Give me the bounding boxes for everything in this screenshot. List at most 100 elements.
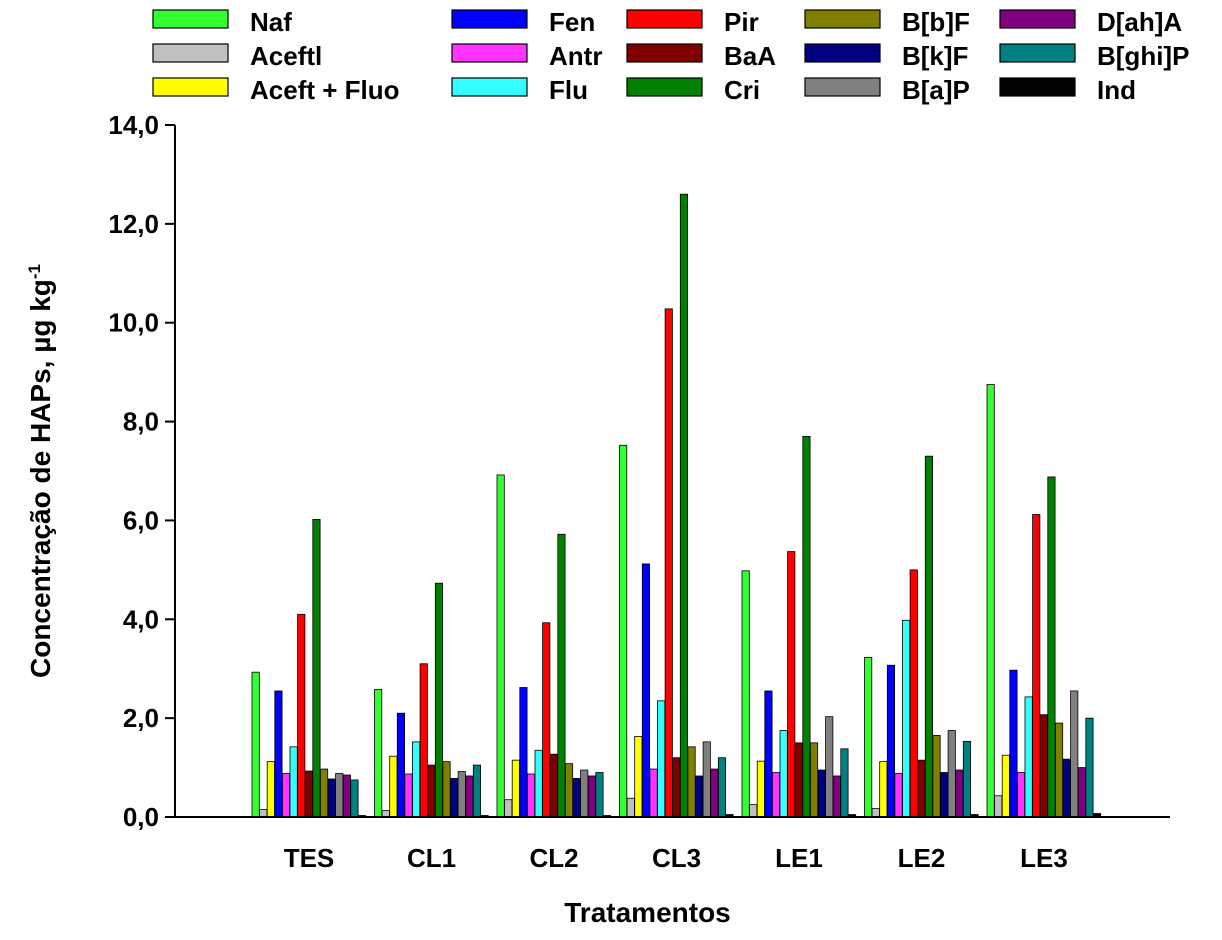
- bar-tes-aceftl: [259, 809, 268, 818]
- legend-swatch-b-k-f: [804, 43, 881, 63]
- bar-le1-b-b-f: [810, 742, 819, 818]
- bar-cl3-baa: [672, 757, 681, 818]
- legend-label-b-ghi-p: B[ghi]P: [1097, 41, 1189, 71]
- legend-label-b-k-f: B[k]F: [902, 41, 968, 71]
- y-tick-label: 0,0: [123, 802, 159, 832]
- bar-cl2-antr: [527, 773, 536, 818]
- legend-label-flu: Flu: [549, 75, 588, 105]
- bar-tes-naf: [251, 671, 260, 818]
- legend-label-fen: Fen: [549, 7, 595, 37]
- bars: [251, 193, 1102, 818]
- legend-label-naf: Naf: [250, 7, 292, 37]
- bar-tes-baa: [304, 770, 313, 818]
- y-tick-label: 4,0: [123, 604, 159, 634]
- bar-cl3-cri: [679, 193, 688, 818]
- bar-cl2-aceft-fluo: [511, 759, 520, 818]
- legend-label-ind: Ind: [1097, 75, 1136, 105]
- bar-le3-b-b-f: [1055, 722, 1064, 818]
- bar-cl3-flu: [657, 700, 666, 818]
- bar-le2-cri: [924, 455, 933, 818]
- bar-le3-cri: [1047, 476, 1056, 818]
- bar-le1-d-ah-a: [832, 775, 841, 818]
- axes: [174, 125, 1170, 818]
- y-tick-label: 14,0: [108, 110, 159, 140]
- bar-le1-b-k-f: [817, 769, 826, 818]
- legend-label-aceftl: Aceftl: [250, 41, 322, 71]
- bar-tes-flu: [289, 746, 298, 818]
- bar-tes-b-ghi-p: [350, 779, 359, 818]
- y-axis-title-main: Concentração de HAPs, µg kg: [25, 279, 56, 678]
- bar-le1-flu: [779, 730, 788, 818]
- legend-swatch-naf: [152, 9, 229, 29]
- legend-label-baa: BaA: [724, 41, 776, 71]
- bar-le1-b-a-p: [825, 716, 834, 818]
- x-tick-label: LE1: [775, 843, 823, 873]
- bar-le3-fen: [1009, 669, 1018, 818]
- bar-cl2-b-a-p: [580, 769, 589, 818]
- bar-le1-baa: [794, 742, 803, 818]
- legend-label-b-a-p: B[a]P: [902, 75, 970, 105]
- bar-tes-pir: [297, 613, 306, 818]
- x-tick-label: CL2: [529, 843, 578, 873]
- bar-cl3-antr: [649, 768, 658, 818]
- bar-tes-aceft-fluo: [266, 761, 275, 818]
- x-ticks: TES CL1 CL2 CL3 LE1 LE2 LE3: [284, 843, 1068, 873]
- bar-le2-d-ah-a: [955, 769, 964, 818]
- bar-cl1-b-a-p: [457, 771, 466, 818]
- bar-le2-b-b-f: [932, 735, 941, 818]
- y-tick-label: 10,0: [108, 308, 159, 338]
- bar-le3-antr: [1017, 772, 1026, 818]
- legend-swatch-flu: [451, 77, 528, 97]
- legend-swatch-baa: [626, 43, 703, 63]
- legend-swatch-fen: [451, 9, 528, 29]
- bar-cl2-cri: [557, 533, 566, 818]
- legend-label-cri: Cri: [724, 75, 760, 105]
- bar-cl1-b-ghi-p: [472, 764, 481, 818]
- bar-le1-aceft-fluo: [756, 760, 765, 818]
- bar-tes-cri: [312, 519, 321, 818]
- bar-le3-aceftl: [994, 795, 1003, 818]
- bar-le2-pir: [909, 569, 918, 818]
- x-axis-title: Tratamentos: [564, 897, 731, 928]
- bar-cl2-naf: [496, 474, 505, 818]
- bar-le2-naf: [864, 656, 873, 818]
- bar-cl3-fen: [641, 563, 650, 818]
- legend-swatch-aceftl: [152, 43, 229, 63]
- bar-cl1-fen: [396, 712, 405, 818]
- bar-cl2-d-ah-a: [587, 775, 596, 818]
- bar-cl1-cri: [434, 582, 443, 818]
- y-ticks: 0,0 2,0 4,0 6,0 8,0 10,0 12,0 14,0: [108, 110, 175, 832]
- bar-le2-antr: [894, 773, 903, 818]
- legend-label-d-ah-a: D[ah]A: [1097, 7, 1182, 37]
- bar-le1-antr: [772, 772, 781, 818]
- bar-le1-cri: [802, 435, 811, 818]
- bar-le2-b-a-p: [947, 730, 956, 818]
- y-axis-title: Concentração de HAPs, µg kg-1: [25, 264, 56, 678]
- bar-cl2-b-b-f: [565, 763, 574, 818]
- legend-swatch-b-b-f: [804, 9, 881, 29]
- bar-cl1-baa: [427, 764, 436, 818]
- bar-le3-flu: [1024, 696, 1033, 818]
- x-tick-label: CL3: [652, 843, 701, 873]
- y-axis-title-superscript: -1: [25, 264, 44, 279]
- legend-swatch-aceft-fluo: [152, 77, 229, 97]
- x-tick-label: TES: [284, 843, 335, 873]
- bar-tes-fen: [274, 690, 283, 818]
- bar-le1-pir: [787, 551, 796, 818]
- y-tick-label: 6,0: [123, 505, 159, 535]
- legend: Naf Aceftl Aceft + Fluo Fen Antr Flu Pir BaA Cri…: [152, 7, 1189, 105]
- y-tick-label: 8,0: [123, 407, 159, 437]
- bar-cl3-b-b-f: [687, 746, 696, 818]
- bar-cl3-aceft-fluo: [634, 736, 643, 818]
- legend-swatch-d-ah-a: [999, 9, 1076, 29]
- bar-cl2-b-ghi-p: [595, 772, 604, 818]
- bar-cl3-pir: [664, 308, 673, 818]
- bar-cl1-d-ah-a: [465, 775, 474, 818]
- bar-cl2-b-k-f: [572, 778, 581, 818]
- bar-cl3-b-ghi-p: [717, 757, 726, 818]
- x-tick-label: CL1: [407, 843, 456, 873]
- legend-swatch-antr: [451, 43, 528, 63]
- bar-cl2-flu: [534, 749, 543, 818]
- bar-cl3-b-k-f: [695, 775, 704, 818]
- bar-tes-antr: [281, 773, 291, 818]
